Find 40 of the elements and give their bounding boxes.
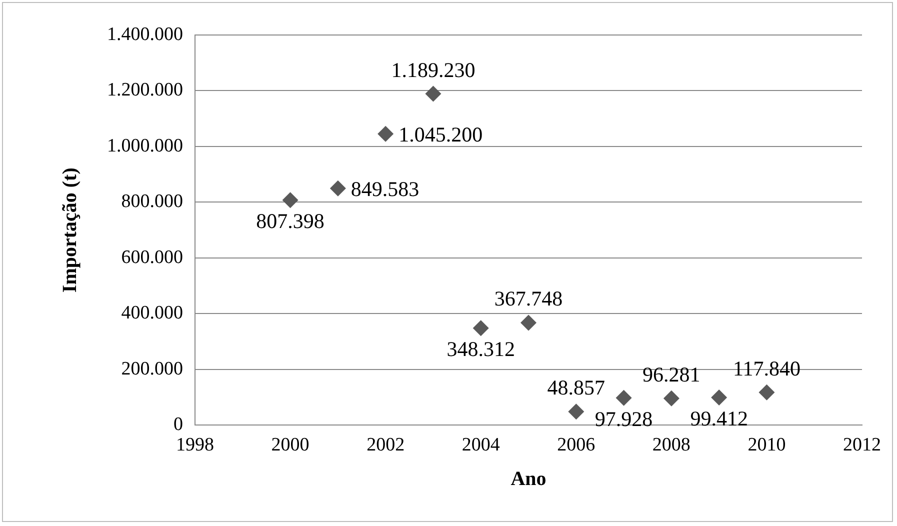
x-tick-label: 2002 [366,434,405,456]
data-label: 48.857 [547,376,606,400]
data-label: 117.840 [732,356,800,380]
data-label: 96.281 [642,362,700,386]
point [568,404,584,420]
point [378,126,394,142]
point [520,314,536,331]
y-tick-label: 200.000 [121,358,183,380]
x-tick-label: 2012 [843,434,881,456]
y-axis-title: Importação (t) [59,168,82,293]
point [711,389,728,406]
y-tick-label: 1.200.000 [107,80,183,101]
x-tick-label: 1998 [176,434,214,456]
data-label: 1.045.200 [398,122,483,146]
y-tick-label: 400.000 [121,302,183,324]
point [425,86,442,102]
x-tick-label: 2006 [557,434,596,456]
y-tick-label: 0 [174,414,183,436]
y-tick-label: 800.000 [121,191,183,212]
y-tick-label: 600.000 [121,246,183,268]
x-tick-label: 2004 [462,434,500,456]
x-axis-title: Ano [510,468,546,490]
x-tick-label: 2000 [271,434,310,456]
data-label: 99.412 [690,406,748,431]
data-label: 807.398 [256,209,324,234]
data-label: 367.748 [494,286,563,311]
y-tick-label: 1.000.000 [107,135,183,156]
data-label: 1.189.230 [391,58,476,82]
point [282,192,298,208]
point [663,390,680,406]
y-tick-label: 1.400.000 [107,24,183,45]
data-label: 348.312 [446,337,515,362]
x-tick-label: 2010 [748,434,786,456]
point [758,384,775,400]
data-label: 97.928 [594,406,653,431]
point [330,180,346,196]
point [472,320,489,336]
x-tick-label: 2008 [652,434,690,456]
point [616,390,632,406]
data-label: 849.583 [350,176,420,201]
